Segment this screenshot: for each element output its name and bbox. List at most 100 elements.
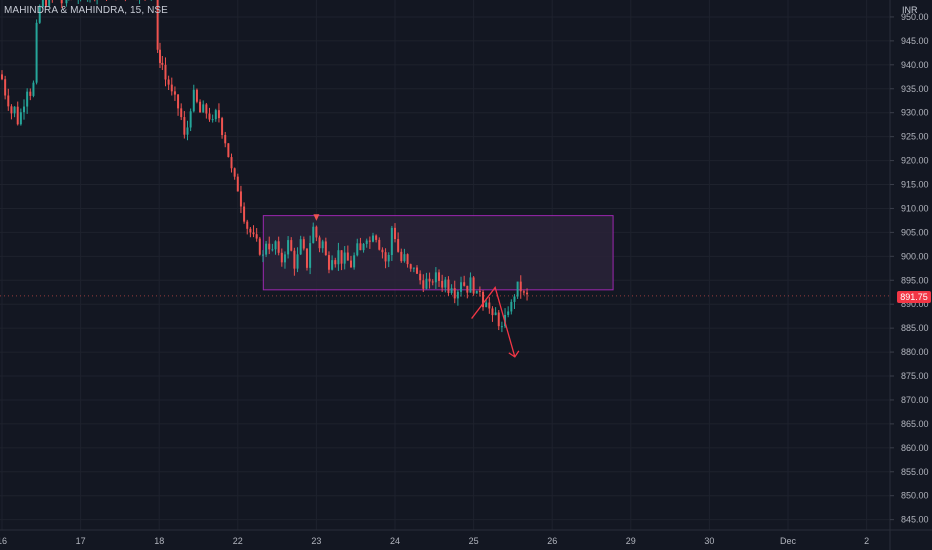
candle-body-down [526,292,529,295]
price-tick-label: 880.00 [901,347,929,357]
candle-body-up [211,119,214,121]
candle-body-up [500,326,503,328]
candle-body-down [340,250,343,264]
candle-body-up [65,0,68,4]
candle-body-down [302,239,305,249]
candle-body-down [472,277,475,294]
candle-body-up [186,127,189,135]
candle-body-down [239,191,242,207]
candle-body-up [312,226,315,244]
candle-body-down [441,280,444,288]
candle-body-down [422,280,425,289]
candle-body-down [227,143,230,158]
candle-body-down [236,176,239,192]
price-tick-label: 940.00 [901,60,929,70]
price-axis[interactable]: 950.00 945.00 940.00 935.00 930.00 925.00 920.… [889,0,932,550]
candle-body-down [522,291,525,293]
candle-body-down [156,0,159,50]
projection-drawing[interactable] [471,286,520,358]
candle-body-up [32,82,35,96]
candle-body-up [274,241,277,250]
candle-body-down [158,49,161,63]
candle-body-down [180,108,183,118]
candle-body-down [161,62,164,65]
candle-body-up [353,255,356,268]
candle-body-down [7,95,10,107]
candle-body-up [38,7,41,23]
candle-body-up [494,312,497,316]
candle-body-down [221,118,224,136]
projection-line [471,286,516,358]
price-tick-label: 915.00 [901,180,929,190]
price-axis-bg [890,0,932,550]
time-axis[interactable]: 16 17 18 22 23 24 25 26 29 30 Dec 2 [0,529,932,546]
candle-body-down [400,251,403,262]
candle-body-down [252,232,255,235]
candle-body-down [164,64,167,80]
candle-body-down [324,241,327,256]
candle-body-up [19,112,22,125]
candle-body-up [192,89,195,112]
candle-body-up [337,250,340,265]
candle-body-down [177,94,180,109]
candle-body-down [230,157,233,169]
candle-body-down [497,312,500,327]
price-tick-label: 870.00 [901,395,929,405]
time-tick-label: 26 [547,536,557,546]
candle-body-down [428,278,431,282]
candle-body-down [406,254,409,265]
price-tick-label: 875.00 [901,371,929,381]
price-tick-label: 890.00 [901,299,929,309]
candle-body-up [507,311,510,315]
candle-body-down [409,264,412,269]
candle-body-up [287,240,290,255]
candle-body-up [475,290,478,294]
candle-body-down [246,221,249,229]
candle-body-down [249,228,252,233]
candle-body-down [277,241,280,253]
last-price-tag: 891.75 [897,291,931,303]
candle-body-down [431,281,434,283]
candle-body-up [485,302,488,308]
candle-body-down [447,279,450,293]
candle-body-down [488,302,491,309]
candle-body-down [183,117,186,135]
price-tick-label: 950.00 [901,12,929,22]
price-tick-label: 900.00 [901,251,929,261]
candle-body-down [438,272,441,281]
candle-body-down [208,113,211,120]
price-tick-label: 850.00 [901,491,929,501]
candle-body-up [214,110,217,120]
candle-body-up [513,296,516,302]
time-tick-label: 30 [704,536,714,546]
time-tick-label: 24 [390,536,400,546]
candle-body-down [463,282,466,286]
candle-body-up [460,282,463,292]
price-tick-label: 905.00 [901,227,929,237]
candle-body-down [173,91,176,95]
candle-body-down [195,89,198,102]
symbol-title[interactable]: MAHINDRA & MAHINDRA, 15, NSE [4,5,168,16]
candle-body-up [387,255,390,262]
time-tick-label: 2 [864,536,869,546]
candle-body-down [305,248,308,268]
price-tick-label: 935.00 [901,84,929,94]
candles [0,0,890,333]
candle-body-down [478,290,481,292]
time-tick-label: 25 [469,536,479,546]
candle-body-up [343,252,346,264]
price-tick-label: 920.00 [901,156,929,166]
candle-body-down [491,308,494,316]
candle-body-down [255,234,258,239]
candle-body-up [516,281,519,297]
candle-body-down [243,206,246,222]
candle-body-up [371,235,374,242]
time-tick-label: 29 [626,536,636,546]
candle-body-down [16,106,19,125]
candle-body-down [346,252,349,261]
candle-body-up [356,243,359,256]
candle-body-down [318,237,321,249]
candle-body-up [283,254,286,263]
price-tick-label: 885.00 [901,323,929,333]
